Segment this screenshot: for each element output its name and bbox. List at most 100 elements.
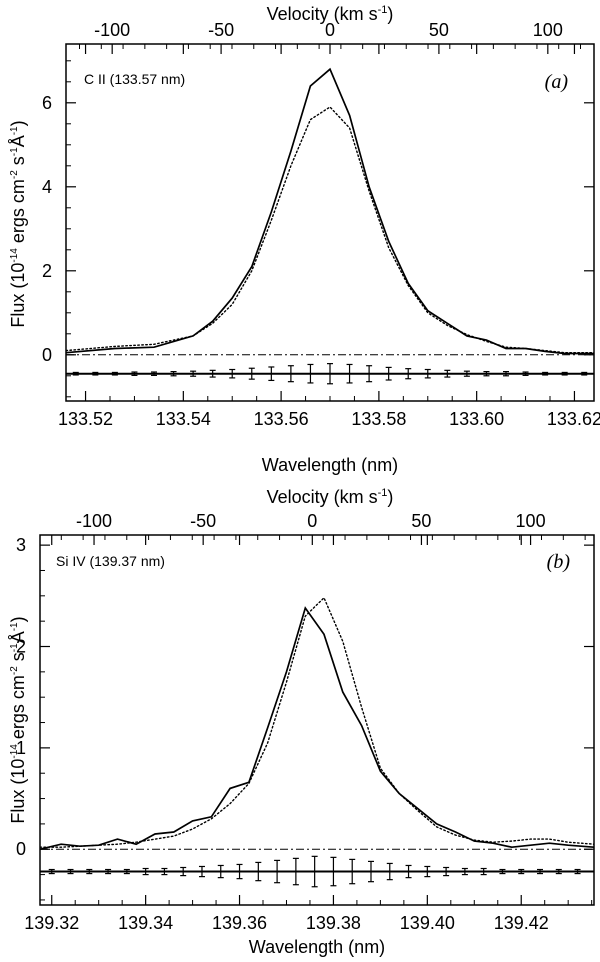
panel-a-xtick-label: 133.58 — [351, 409, 406, 429]
panel-a-error-bar — [542, 371, 549, 376]
panel-b-error-bar — [443, 866, 450, 877]
panel-b-error-bar — [274, 859, 281, 884]
panel-b-error-bar — [180, 866, 187, 877]
panel-b-error-bar — [461, 867, 468, 876]
panel-b-xtick-label: 139.32 — [24, 913, 79, 933]
panel-a-error-bar — [327, 363, 333, 385]
panel-b-error-bar — [311, 855, 318, 888]
panel-a-vtick-label: -50 — [208, 20, 234, 40]
panel-a-error-bar — [131, 371, 138, 376]
panel-b-error-bar — [386, 862, 393, 881]
panel-b-vtick-label: -100 — [76, 511, 112, 531]
panel-b-error-bar — [86, 868, 93, 875]
panel-b-series-model — [40, 596, 594, 848]
panel-a-error-bar — [581, 371, 588, 376]
panel-b-vtick-label: 0 — [307, 511, 317, 531]
panel-a-error-bar — [229, 368, 236, 379]
panel-b-error-bar — [574, 868, 581, 875]
panel-b-error-bar — [480, 867, 487, 876]
panel-b-error-bar — [67, 868, 74, 875]
panel-b: Si IV (139.37 nm) (b) Wavelength (nm) Ve… — [8, 487, 595, 957]
panel-b-error-bar — [142, 867, 149, 876]
panel-b-error-bar — [405, 864, 412, 879]
panel-a-xlabel: Wavelength (nm) — [262, 455, 398, 475]
panel-b-ylabel: Flux (10-14 ergs cm-2 s-1Å-1) — [8, 616, 28, 823]
panel-b-ytick-label: 1 — [16, 738, 26, 758]
panel-a-error-bar — [385, 366, 392, 381]
panel-b-xtick-label: 139.36 — [212, 913, 267, 933]
panel-a-error-bar — [463, 370, 470, 377]
panel-b-error-bar — [292, 857, 299, 886]
panel-b-error-bar — [255, 861, 262, 882]
panel-b-vtick-label: 50 — [411, 511, 431, 531]
panel-b-error-bar — [555, 868, 562, 875]
panel-b-error-bar — [48, 868, 55, 875]
panel-a-ylabel: Flux (10-14 ergs cm-2 s-1Å-1) — [8, 120, 28, 327]
panel-b-tag: (b) — [547, 551, 571, 573]
panel-a-vtick-label: 50 — [429, 20, 449, 40]
panel-a-error-bar — [268, 366, 275, 382]
panel-a-line-label: C II (133.57 nm) — [84, 71, 185, 87]
panel-b-xtick-label: 139.40 — [400, 913, 455, 933]
panel-a-vtick-label: 100 — [533, 20, 563, 40]
panel-b-xtick-label: 139.38 — [306, 913, 361, 933]
panel-a-ytick-label: 0 — [42, 345, 52, 365]
panel-b-error-bar — [105, 868, 112, 875]
panel-b-ytick-label: 2 — [16, 637, 26, 657]
panel-b-vtick-label: 100 — [516, 511, 546, 531]
panel-b-error-bar — [499, 868, 506, 875]
panel-a: C II (133.57 nm) (a) Wavelength (nm) Vel… — [8, 4, 600, 475]
panel-b-error-bar — [424, 865, 431, 878]
panel-b-error-bar — [330, 856, 337, 887]
panel-a-error-bar — [287, 365, 294, 383]
panel-b-xlabel: Wavelength (nm) — [249, 937, 385, 957]
panel-a-error-bar — [561, 371, 568, 376]
panel-a-xtick-label: 133.52 — [58, 409, 113, 429]
panel-a-series-observed — [66, 67, 594, 355]
panel-a-error-bar — [170, 371, 177, 377]
panel-a-error-bar — [151, 371, 157, 376]
panel-a-error-bar — [522, 371, 529, 376]
panel-a-series-model — [66, 106, 594, 354]
panel-b-error-bar — [123, 868, 130, 875]
panel-a-error-bar — [346, 363, 353, 384]
panel-b-error-bar — [518, 868, 525, 875]
panel-a-error-bar — [405, 368, 412, 380]
panel-a-ytick-label: 4 — [42, 177, 52, 197]
panel-b-error-bar — [198, 865, 205, 878]
panel-b-xtick-label: 139.34 — [118, 913, 173, 933]
panel-b-frame — [39, 534, 595, 906]
panel-a-error-bar — [307, 363, 314, 384]
panel-b-error-bar — [161, 867, 168, 876]
panel-a-ytick-label: 2 — [42, 261, 52, 281]
panel-a-vtick-label: -100 — [94, 20, 130, 40]
panel-b-error-bar — [367, 860, 374, 883]
panel-a-error-bar — [209, 369, 216, 378]
panel-b-series-observed — [40, 606, 594, 851]
panel-a-error-bar — [503, 371, 509, 377]
panel-b-error-bar — [236, 863, 243, 880]
panel-b-ytick-label: 3 — [16, 535, 26, 555]
panel-b-top-axis-title: Velocity (km s-1) — [267, 487, 394, 507]
panel-b-line-label: Si IV (139.37 nm) — [56, 553, 165, 569]
panel-a-tag: (a) — [545, 71, 569, 93]
panel-a-top-axis-title: Velocity (km s-1) — [267, 4, 394, 24]
panel-a-xtick-label: 133.60 — [449, 409, 504, 429]
panel-a-ytick-label: 6 — [42, 93, 52, 113]
panel-b-error-bar — [537, 868, 544, 875]
panel-a-error-bar — [190, 370, 197, 377]
panel-a-error-bar — [72, 371, 79, 376]
panel-b-vtick-label: -50 — [190, 511, 216, 531]
panel-a-error-bar — [111, 371, 118, 376]
panel-a-xtick-label: 133.62 — [547, 409, 600, 429]
panel-b-ytick-label: 0 — [16, 839, 26, 859]
panel-a-vtick-label: 0 — [325, 20, 335, 40]
panel-b-error-bar — [349, 858, 356, 885]
panel-a-error-bar — [248, 367, 255, 380]
panel-a-xtick-label: 133.56 — [254, 409, 309, 429]
panel-a-error-bar — [92, 371, 99, 376]
panel-a-error-bar — [483, 371, 490, 377]
panel-a-error-bar — [424, 368, 431, 379]
panel-a-error-bar — [444, 369, 451, 378]
